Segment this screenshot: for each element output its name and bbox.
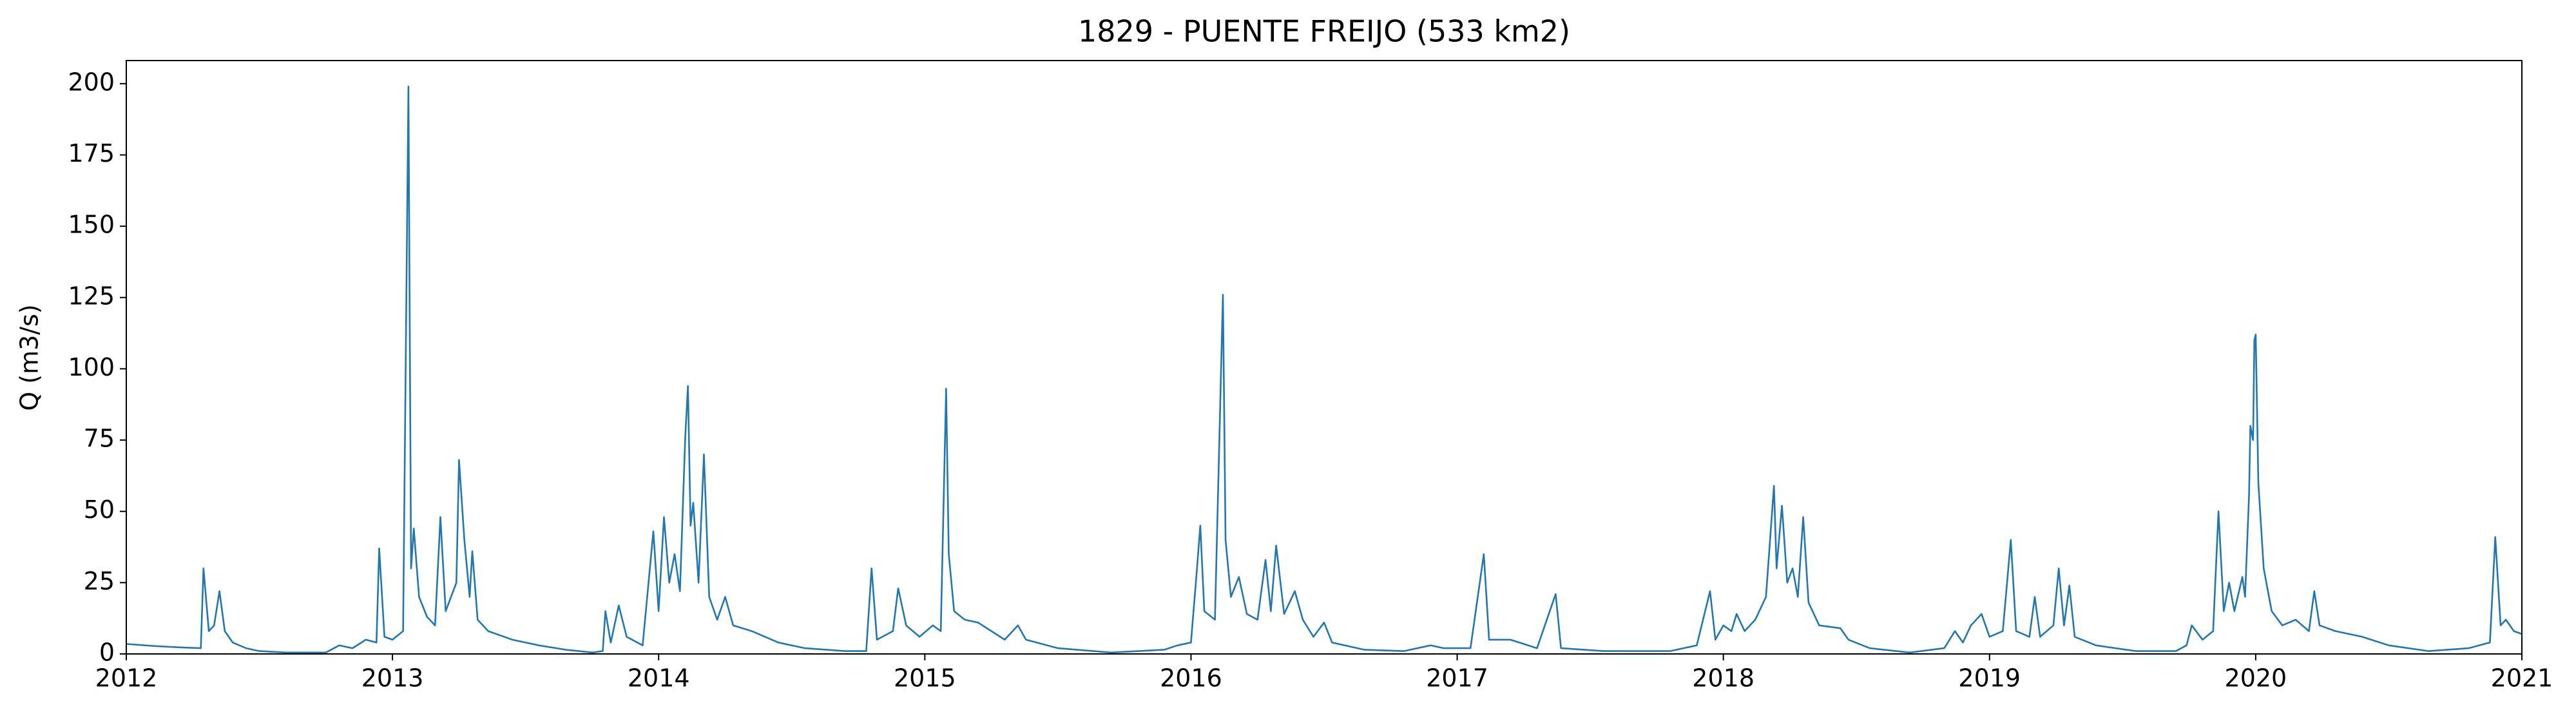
x-tick-label: 2015 — [894, 664, 956, 693]
y-tick-label: 100 — [68, 353, 115, 381]
x-tick-label: 2014 — [628, 664, 690, 693]
y-tick-label: 200 — [68, 68, 115, 96]
data-line — [126, 86, 2523, 654]
x-tick-label: 2020 — [2225, 664, 2287, 693]
x-tick-label: 2013 — [361, 664, 424, 693]
x-tick-label: 2012 — [95, 664, 158, 693]
y-tick-label: 125 — [68, 282, 115, 310]
y-tick-label: 150 — [68, 211, 115, 239]
x-tick-label: 2018 — [1692, 664, 1754, 693]
plot-frame — [126, 60, 2523, 655]
y-tick-label: 0 — [99, 638, 115, 667]
x-tick-label: 2016 — [1160, 664, 1222, 693]
y-tick-label: 25 — [84, 567, 115, 595]
x-tick-label: 2017 — [1426, 664, 1488, 693]
y-tick-label: 75 — [84, 425, 115, 453]
x-tick-label: 2019 — [1958, 664, 2021, 693]
y-tick-label: 175 — [68, 139, 115, 168]
x-tick-label: 2021 — [2491, 664, 2553, 693]
chart-title: 1829 - PUENTE FREIJO (533 km2) — [1078, 14, 1570, 49]
y-axis-label: Q (m3/s) — [15, 304, 44, 410]
y-tick-label: 50 — [84, 495, 115, 524]
